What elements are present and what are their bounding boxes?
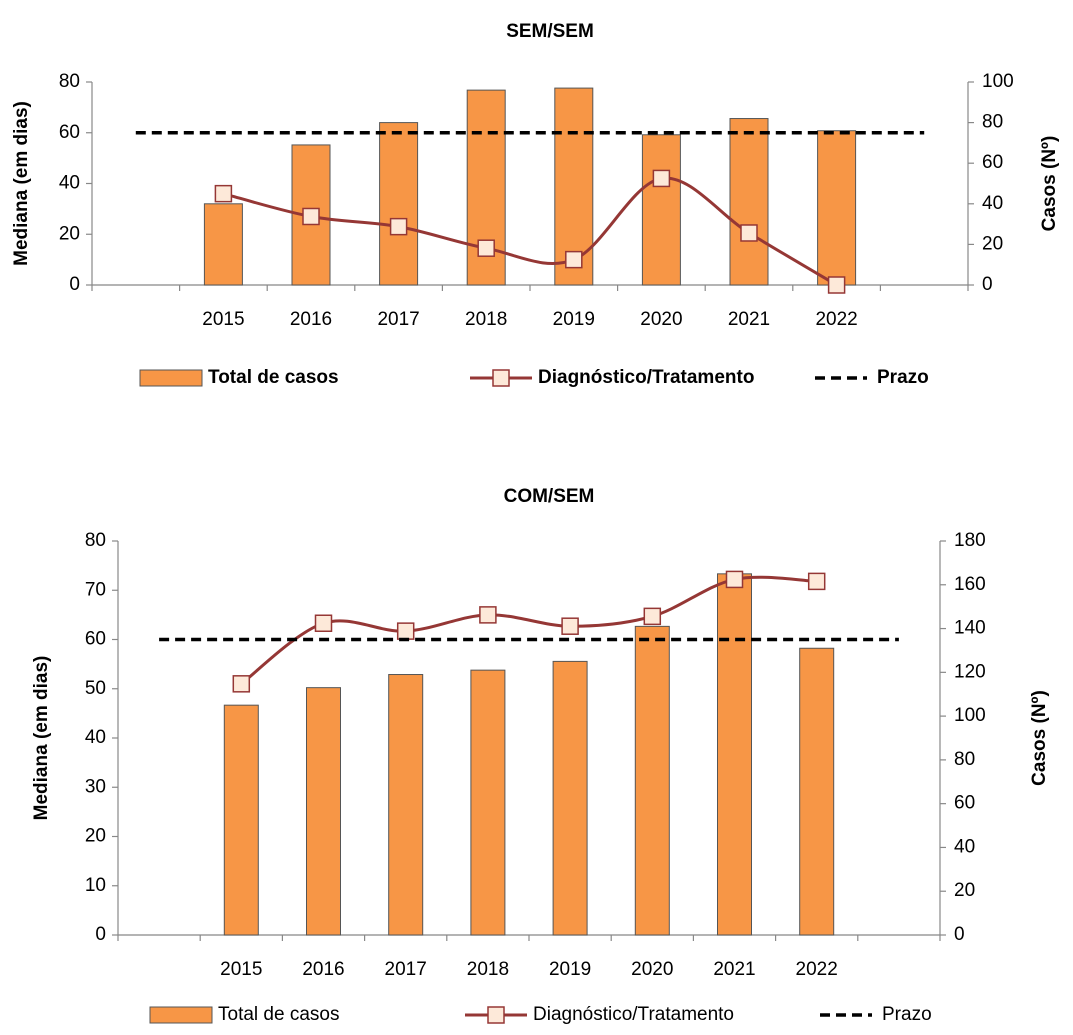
marker [396,622,415,640]
bar [641,134,681,286]
x-tick-label: 2016 [302,959,344,980]
y-tick-label: 40 [59,173,80,194]
chart-title: SEM/SEM [506,21,594,42]
y2-tick-label: 40 [954,836,975,857]
y2-tick-label: 80 [954,749,975,770]
y-tick-label: 20 [85,826,106,847]
bar [379,122,419,286]
marker [389,217,408,236]
y-tick-label: 0 [95,924,106,945]
marker [477,239,495,257]
marker [565,250,583,269]
y-tick-label: 0 [69,274,80,295]
y2-tick-label: 60 [954,793,975,814]
legend-label: Total de casos [208,367,339,388]
marker [643,607,662,626]
x-tick-label: 2019 [553,309,595,330]
x-tick-label: 2017 [377,309,419,330]
chart: SEM/SEM Mediana (em dias) Casos (Nº) 0 20 40 6… [11,21,1060,388]
y2-tick-label: 80 [982,112,1003,133]
y2-tick-label: 20 [982,233,1003,254]
y-tick-label: 50 [85,678,106,699]
y2-tick-label: 40 [982,193,1003,214]
bar [306,687,341,936]
legend-label: Prazo [877,367,929,388]
y2-axis-title: Casos (Nº) [1029,690,1050,786]
bar [203,203,243,286]
marker [725,570,744,589]
legend-label: Total de casos [218,1004,339,1025]
x-tick-label: 2016 [290,309,332,330]
marker [232,675,251,693]
y2-tick-label: 160 [954,574,986,595]
marker [302,207,320,226]
x-tick-label: 2021 [728,309,770,330]
y2-tick-label: 60 [982,152,1003,173]
marker [740,224,758,242]
y-tick-label: 20 [59,223,80,244]
y-tick-label: 60 [59,122,80,143]
y2-tick-label: 20 [954,880,975,901]
y-axis-title: Mediana (em dias) [11,101,32,266]
bar [470,669,506,936]
y2-tick-label: 140 [954,618,986,639]
marker [652,169,671,188]
y-axis-title: Mediana (em dias) [31,656,52,821]
bar [634,625,670,936]
y2-tick-label: 180 [954,530,986,551]
x-tick-label: 2019 [549,959,591,980]
marker [314,614,333,632]
bar [388,674,424,936]
x-tick-label: 2022 [796,959,838,980]
legend-swatch [139,369,203,387]
y2-tick-label: 100 [982,71,1014,92]
y-tick-label: 30 [85,776,106,797]
marker [479,606,497,624]
x-tick-label: 2022 [815,309,857,330]
marker [561,617,579,635]
legend-label: Diagnóstico/Tratamento [533,1004,734,1025]
x-tick-label: 2015 [220,959,262,980]
y-tick-label: 70 [85,579,106,600]
y2-tick-label: 120 [954,661,986,682]
legend-label: Diagnóstico/Tratamento [538,367,754,388]
bar [817,130,857,286]
legend-label: Prazo [882,1004,932,1025]
y-tick-label: 60 [85,629,106,650]
legend-swatch [149,1006,213,1024]
y-tick-label: 40 [85,727,106,748]
x-tick-label: 2018 [465,309,507,330]
y-tick-label: 80 [59,71,80,92]
bar [729,118,769,286]
marker [214,184,233,203]
marker [807,572,826,591]
bar [717,573,752,936]
y-tick-label: 10 [85,875,106,896]
bar [552,660,588,936]
marker [827,276,846,294]
chart-title: COM/SEM [504,486,595,507]
bar [799,647,835,936]
x-tick-label: 2018 [467,959,509,980]
x-tick-label: 2021 [713,959,755,980]
legend-marker [492,369,510,387]
y2-tick-label: 100 [954,705,986,726]
x-tick-label: 2017 [385,959,427,980]
chart: COM/SEM Mediana (em dias) Casos (Nº) 0 10 20 3… [31,486,1050,1025]
y2-tick-label: 0 [954,924,965,945]
x-tick-label: 2020 [631,959,673,980]
y2-axis-title: Casos (Nº) [1039,136,1060,232]
y2-tick-label: 0 [982,274,993,295]
legend-marker [487,1006,505,1024]
x-tick-label: 2020 [640,309,682,330]
y-tick-label: 80 [85,530,106,551]
bar [223,704,259,936]
x-tick-label: 2015 [202,309,244,330]
